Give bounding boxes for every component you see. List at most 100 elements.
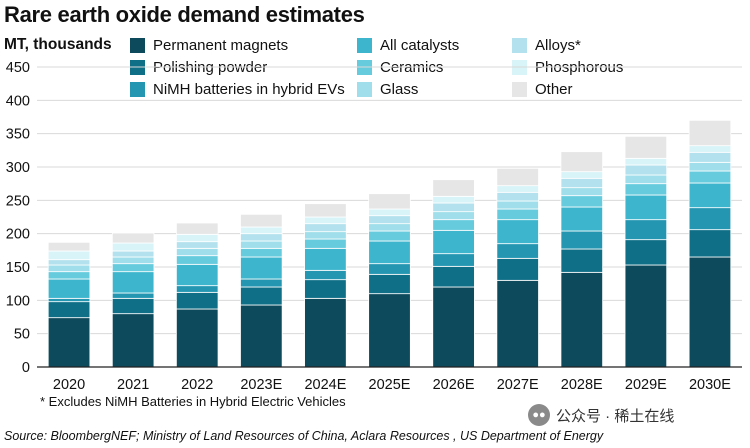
legend-label: Permanent magnets <box>153 36 289 54</box>
bar-segment-polishing-powder-2021 <box>111 297 155 315</box>
bar-segment-permanent-magnets-2023e <box>240 304 283 368</box>
bar-segment-ceramics-2027e <box>496 208 539 221</box>
bar-segment-other-2028e <box>560 151 604 173</box>
x-tick-label: 2020 <box>53 377 85 393</box>
bar-segment-all-catalysts-2022 <box>175 263 219 287</box>
bar-segment-nimh-batteries-in-hybrid-evs-2025e <box>368 263 411 275</box>
legend-swatch <box>512 37 527 53</box>
bar-segment-polishing-powder-2029e <box>624 239 668 266</box>
bar-segment-polishing-powder-2026e <box>432 265 475 288</box>
bar-segment-polishing-powder-2027e <box>496 257 539 281</box>
bar-segment-all-catalysts-2027e <box>496 219 539 245</box>
y-tick-label: 100 <box>6 293 30 309</box>
x-tick-label: 2030E <box>689 377 731 393</box>
source-note: Source: BloombergNEF; Ministry of Land R… <box>4 429 604 443</box>
bar-segment-permanent-magnets-2022 <box>175 308 219 368</box>
legend-swatch <box>130 81 145 97</box>
bar-segment-all-catalysts-2029e <box>624 194 668 221</box>
bar-segment-alloys-2024e <box>304 223 347 233</box>
bar-segment-alloys-2030e <box>688 151 732 163</box>
bar-segment-ceramics-2028e <box>560 195 604 208</box>
bar-segment-alloys-2022 <box>175 241 219 249</box>
bar-segment-polishing-powder-2028e <box>560 248 604 273</box>
x-tick-label: 2027E <box>497 377 539 393</box>
bar-segment-ceramics-2022 <box>175 255 219 265</box>
bar-segment-ceramics-2024e <box>304 238 347 249</box>
bar-segment-glass-2022 <box>175 247 219 257</box>
legend-item: Other <box>512 80 573 98</box>
bar-segment-glass-2024e <box>304 231 347 240</box>
bar-segment-alloys-2027e <box>496 191 539 202</box>
bar-segment-ceramics-2021 <box>111 263 155 273</box>
x-tick-label: 2024E <box>304 377 346 393</box>
bar-segment-other-2026e <box>432 179 475 197</box>
bar-segment-phosphorous-2030e <box>688 145 732 153</box>
bar-segment-all-catalysts-2025e <box>368 240 411 265</box>
bar-segment-other-2020 <box>47 241 91 252</box>
bar-segment-phosphorous-2022 <box>175 233 219 243</box>
x-tick-label: 2026E <box>433 377 475 393</box>
bar-segment-nimh-batteries-in-hybrid-evs-2028e <box>560 230 604 250</box>
bar-segment-polishing-powder-2024e <box>304 279 347 299</box>
bar-segment-nimh-batteries-in-hybrid-evs-2023e <box>240 278 283 288</box>
bar-segment-other-2024e <box>304 203 347 218</box>
bar-segment-glass-2021 <box>111 256 155 265</box>
bar-segment-all-catalysts-2023e <box>240 256 283 280</box>
bar-segment-glass-2023e <box>240 240 283 249</box>
legend-label: Other <box>535 80 573 98</box>
bar-segment-all-catalysts-2021 <box>111 271 155 294</box>
bar-segment-permanent-magnets-2030e <box>688 256 732 368</box>
bar-segment-glass-2029e <box>624 174 668 185</box>
footnote: * Excludes NiMH Batteries in Hybrid Elec… <box>40 394 346 409</box>
bar-segment-nimh-batteries-in-hybrid-evs-2022 <box>175 285 219 293</box>
bar-segment-permanent-magnets-2024e <box>304 297 347 368</box>
bar-segment-other-2027e <box>496 167 539 187</box>
bar-segment-alloys-2023e <box>240 233 283 242</box>
bar-segment-nimh-batteries-in-hybrid-evs-2029e <box>624 219 668 241</box>
legend-item: Glass <box>357 80 418 98</box>
y-tick-label: 0 <box>22 360 30 376</box>
bar-segment-polishing-powder-2020 <box>47 301 91 319</box>
wechat-logo-icon: ●● <box>528 404 550 426</box>
bar-segment-other-2023e <box>240 213 283 228</box>
bar-segment-all-catalysts-2024e <box>304 247 347 271</box>
legend-swatch <box>357 37 372 53</box>
legend-item: Permanent magnets <box>130 36 288 54</box>
bar-segment-alloys-2028e <box>560 177 604 189</box>
bar-segment-nimh-batteries-in-hybrid-evs-2021 <box>111 292 155 299</box>
watermark-text: 公众号 · 稀土在线 <box>556 407 675 425</box>
bar-segment-alloys-2029e <box>624 164 668 176</box>
bar-segment-alloys-2021 <box>111 250 155 258</box>
x-tick-label: 2021 <box>117 377 149 393</box>
bar-segment-permanent-magnets-2020 <box>47 317 91 368</box>
bar-segment-all-catalysts-2020 <box>47 278 91 299</box>
y-tick-label: 50 <box>14 327 30 343</box>
x-tick-label: 2025E <box>369 377 411 393</box>
legend-label: All catalysts <box>380 36 460 54</box>
bar-segment-all-catalysts-2028e <box>560 206 604 232</box>
bar-segment-permanent-magnets-2026e <box>432 286 475 368</box>
y-tick-label: 300 <box>6 160 30 176</box>
bar-segment-other-2029e <box>624 135 668 159</box>
bar-segment-alloys-2020 <box>47 259 91 266</box>
bar-segment-ceramics-2025e <box>368 230 411 242</box>
bar-segment-other-2021 <box>111 232 155 244</box>
bar-segment-ceramics-2029e <box>624 183 668 196</box>
bar-segment-glass-2030e <box>688 161 732 172</box>
bar-segment-glass-2028e <box>560 187 604 197</box>
legend-label: NiMH batteries in hybrid EVs <box>153 80 345 98</box>
bar-segment-phosphorous-2023e <box>240 226 283 235</box>
bar-segment-phosphorous-2024e <box>304 216 347 225</box>
x-tick-label: 2028E <box>561 377 603 393</box>
legend-item: Alloys* <box>512 36 581 54</box>
bar-segment-polishing-powder-2030e <box>688 229 732 258</box>
bar-segment-nimh-batteries-in-hybrid-evs-2027e <box>496 243 539 259</box>
y-tick-label: 350 <box>6 127 30 143</box>
bar-segment-nimh-batteries-in-hybrid-evs-2024e <box>304 269 347 281</box>
legend-swatch <box>512 81 527 97</box>
bar-segment-glass-2027e <box>496 200 539 210</box>
bar-segment-other-2025e <box>368 193 411 210</box>
y-tick-label: 200 <box>6 227 30 243</box>
y-tick-label: 150 <box>6 260 30 276</box>
